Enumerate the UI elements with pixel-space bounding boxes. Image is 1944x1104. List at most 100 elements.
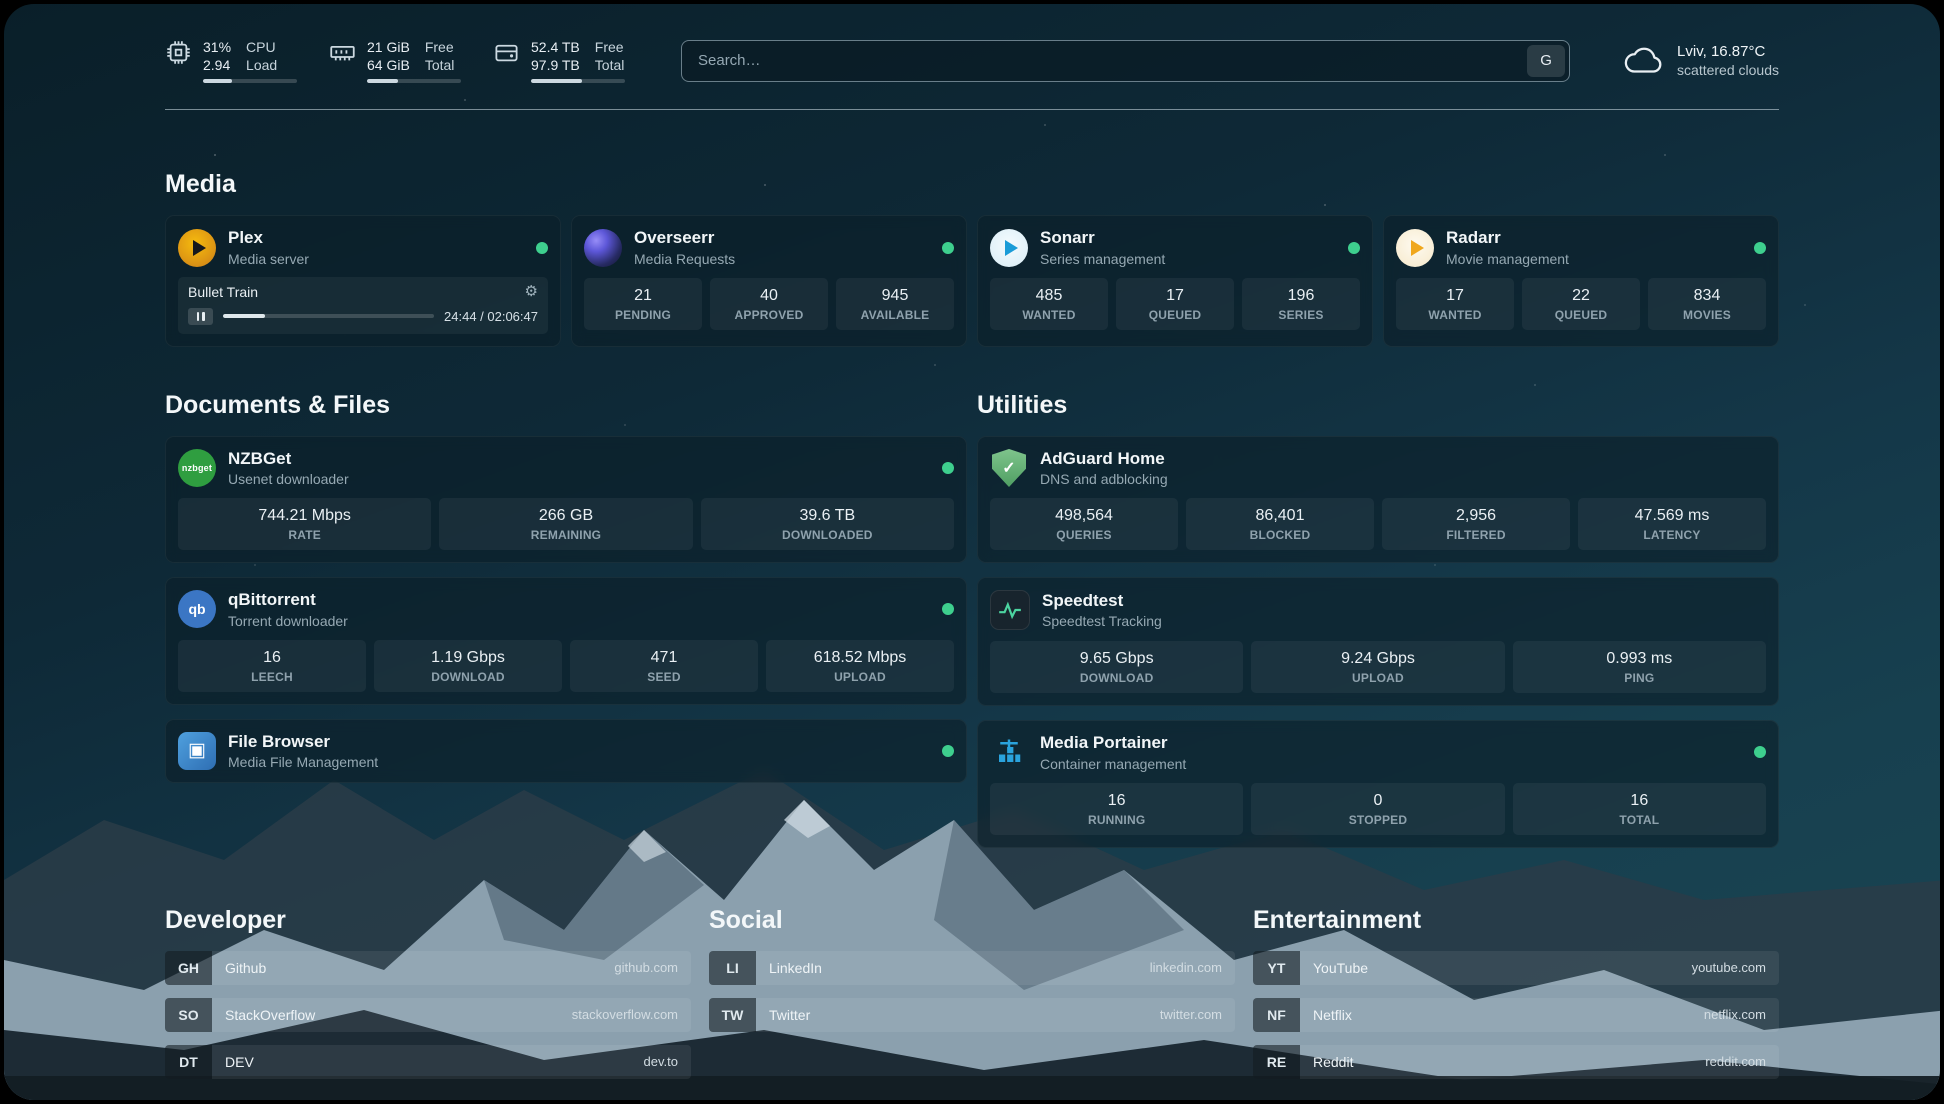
service-desc: DNS and adblocking xyxy=(1040,471,1168,488)
stat-running: 16 RUNNING xyxy=(990,782,1244,835)
system-stats: 31% 2.94 CPU Load xyxy=(165,38,625,84)
memory-free: 21 GiB xyxy=(367,39,410,55)
service-name: Sonarr xyxy=(1040,228,1095,248)
bookmark-name: Reddit xyxy=(1313,1053,1354,1070)
service-card-overseerr[interactable]: Overseerr Media Requests 21 PENDING 40 APP… xyxy=(571,215,967,347)
bookmark-abbr: DT xyxy=(165,1044,212,1079)
service-desc: Container management xyxy=(1040,755,1187,772)
service-card-adguard[interactable]: ✓ AdGuard Home DNS and adblocking 498,56… xyxy=(977,435,1779,564)
search-input[interactable] xyxy=(681,39,1571,82)
service-desc: Speedtest Tracking xyxy=(1042,613,1162,630)
cpu-percent: 31% xyxy=(203,39,232,55)
bookmark-abbr: SO xyxy=(165,997,212,1032)
service-card-speedtest[interactable]: Speedtest Speedtest Tracking 9.65 Gbps DO… xyxy=(977,577,1779,707)
service-name: NZBGet xyxy=(228,448,292,468)
radarr-icon xyxy=(1396,228,1434,267)
sonarr-icon xyxy=(990,228,1028,267)
stat-queued: 17 QUEUED xyxy=(1116,277,1234,330)
bookmark-dev[interactable]: DT DEV dev.to xyxy=(165,1044,691,1079)
weather-condition: scattered clouds xyxy=(1677,62,1779,79)
stat-stopped: 0 STOPPED xyxy=(1251,782,1505,835)
stat-blocked: 86,401 BLOCKED xyxy=(1186,498,1374,551)
section-developer: Developer GH Github github.com SO StackO… xyxy=(165,906,691,1092)
filebrowser-icon: ▣ xyxy=(178,731,216,770)
service-name: Radarr xyxy=(1446,228,1501,248)
service-desc: Usenet downloader xyxy=(228,471,349,488)
stat-queued: 22 QUEUED xyxy=(1522,277,1640,330)
stat-upload: 618.52 Mbps UPLOAD xyxy=(766,639,954,692)
bookmark-url: youtube.com xyxy=(1691,960,1766,976)
service-card-nzbget[interactable]: nzbget NZBGet Usenet downloader 744.21 M… xyxy=(165,435,967,564)
playback-progressbar[interactable] xyxy=(223,314,435,319)
service-card-sonarr[interactable]: Sonarr Series management 485 WANTED 17 QUE… xyxy=(977,215,1373,347)
disk-label-bottom: Total xyxy=(594,57,625,74)
bookmark-twitter[interactable]: TW Twitter twitter.com xyxy=(709,997,1235,1032)
service-name: Plex xyxy=(228,228,263,248)
overseerr-icon xyxy=(584,228,622,267)
stat-download: 1.19 Gbps DOWNLOAD xyxy=(374,639,562,692)
service-name: File Browser xyxy=(228,731,331,751)
status-dot xyxy=(536,241,548,254)
plex-icon xyxy=(178,228,216,267)
bookmark-abbr: LI xyxy=(709,950,756,985)
pause-button[interactable] xyxy=(188,307,213,325)
service-name: AdGuard Home xyxy=(1040,448,1165,468)
bookmark-stackoverflow[interactable]: SO StackOverflow stackoverflow.com xyxy=(165,997,691,1032)
speedtest-icon xyxy=(990,590,1030,631)
cpu-label-bottom: Load xyxy=(246,57,278,74)
bookmark-url: stackoverflow.com xyxy=(571,1007,678,1023)
stat-movies: 834 MOVIES xyxy=(1648,277,1766,330)
status-dot xyxy=(1754,241,1766,254)
gear-icon[interactable]: ⚙ xyxy=(524,283,538,301)
bookmark-linkedin[interactable]: LI LinkedIn linkedin.com xyxy=(709,950,1235,985)
disk-label-top: Free xyxy=(594,39,624,55)
service-card-radarr[interactable]: Radarr Movie management 17 WANTED 22 QUEUE… xyxy=(1383,215,1779,347)
search-provider-button[interactable]: G xyxy=(1527,44,1566,77)
topbar: 31% 2.94 CPU Load xyxy=(165,38,1779,84)
bookmark-url: netflix.com xyxy=(1703,1007,1766,1023)
bookmark-abbr: YT xyxy=(1253,950,1300,985)
stat-downloaded: 39.6 TB DOWNLOADED xyxy=(700,498,954,551)
media-section-title: Media xyxy=(165,170,236,199)
stat-series: 196 SERIES xyxy=(1242,277,1360,330)
portainer-icon xyxy=(990,733,1028,771)
bookmark-youtube[interactable]: YT YouTube youtube.com xyxy=(1253,950,1779,985)
section-entertainment: Entertainment YT YouTube youtube.com NF … xyxy=(1253,906,1779,1092)
service-card-plex[interactable]: Plex Media server Bullet Train ⚙ xyxy=(165,215,561,347)
disk-free: 52.4 TB xyxy=(531,39,580,55)
status-dot xyxy=(942,241,954,254)
utilities-section-title: Utilities xyxy=(977,390,1068,419)
service-card-qbittorrent[interactable]: qb qBittorrent Torrent downloader 16 LEEC… xyxy=(165,577,967,705)
documents-section-title: Documents & Files xyxy=(165,390,391,419)
bookmark-abbr: NF xyxy=(1253,997,1300,1032)
status-dot xyxy=(942,603,954,616)
bookmark-abbr: RE xyxy=(1253,1044,1300,1079)
weather-location: Lviv, 16.87°C xyxy=(1677,43,1766,61)
stat-wanted: 17 WANTED xyxy=(1396,277,1514,330)
service-card-portainer[interactable]: Media Portainer Container management 16 R… xyxy=(977,720,1779,848)
status-dot xyxy=(942,461,954,474)
bookmark-github[interactable]: GH Github github.com xyxy=(165,950,691,985)
memory-icon xyxy=(330,45,355,61)
cloud-icon xyxy=(1624,47,1662,73)
stat-download: 9.65 Gbps DOWNLOAD xyxy=(990,641,1244,694)
bookmark-abbr: TW xyxy=(709,997,756,1032)
memory-label-top: Free xyxy=(424,39,454,55)
service-name: qBittorrent xyxy=(228,590,316,610)
cpu-progressbar xyxy=(203,79,297,84)
bookmark-url: reddit.com xyxy=(1705,1054,1766,1070)
topbar-divider xyxy=(165,109,1779,111)
service-card-filebrowser[interactable]: ▣ File Browser Media File Management xyxy=(165,718,967,783)
bookmark-reddit[interactable]: RE Reddit reddit.com xyxy=(1253,1044,1779,1079)
nzbget-icon: nzbget xyxy=(178,448,216,487)
cpu-label-top: CPU xyxy=(246,39,276,55)
status-dot xyxy=(942,744,954,757)
bookmark-name: Twitter xyxy=(769,1006,811,1023)
memory-total: 64 GiB xyxy=(367,57,410,74)
stat-queries: 498,564 QUERIES xyxy=(990,498,1178,551)
stat-filtered: 2,956 FILTERED xyxy=(1382,498,1570,551)
bookmark-netflix[interactable]: NF Netflix netflix.com xyxy=(1253,997,1779,1032)
service-name: Speedtest xyxy=(1042,590,1124,610)
stat-ping: 0.993 ms PING xyxy=(1512,641,1766,694)
memory-label-bottom: Total xyxy=(424,57,455,74)
